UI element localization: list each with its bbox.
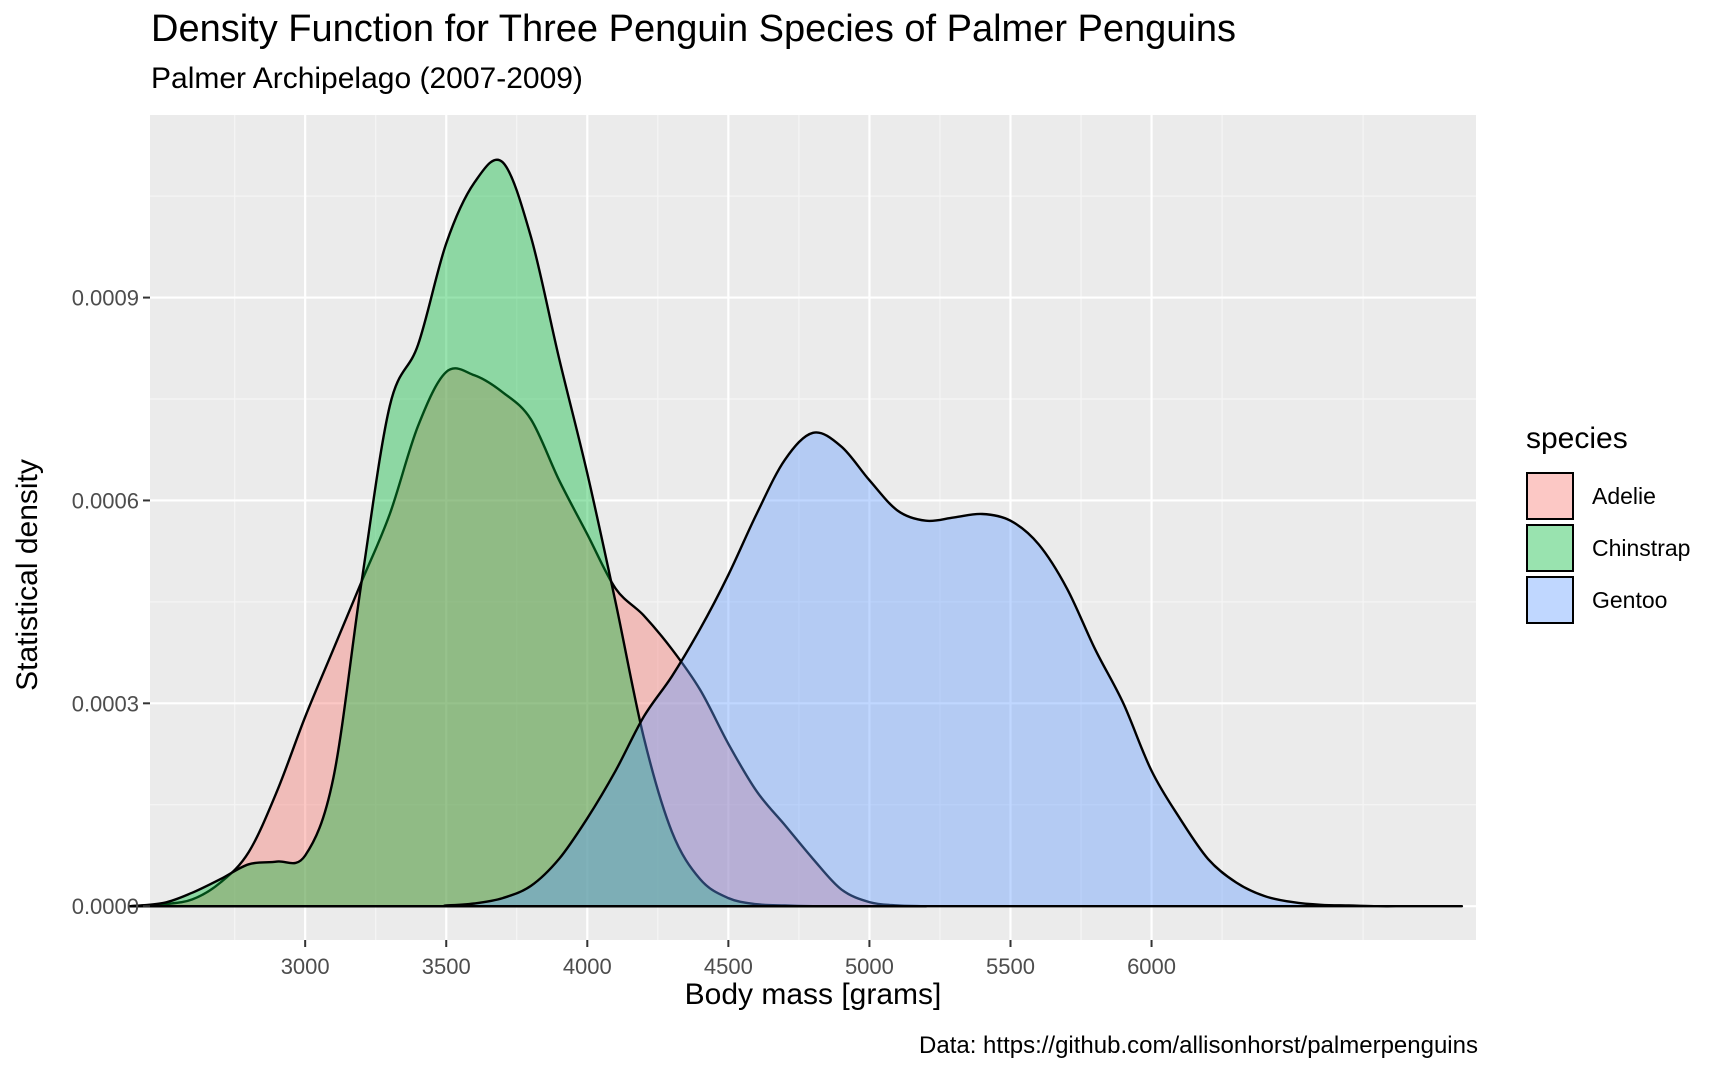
legend-key-gentoo [1526,576,1574,624]
x-axis-title: Body mass [grams] [684,978,942,1011]
y-tick-label: 0.0003 [72,691,139,716]
x-tick-label: 4500 [704,954,753,979]
y-axis-title-wrap: Statistical density [8,380,48,770]
y-tick-label: 0.0000 [72,894,139,919]
y-tick-label: 0.0009 [72,286,139,311]
legend-label-gentoo: Gentoo [1592,586,1668,613]
x-tick-label: 5500 [986,954,1035,979]
density-areas [129,158,1464,908]
legend-label-adelie: Adelie [1592,482,1656,509]
legend-key-chinstrap [1526,524,1574,572]
y-axis: 0.0000 0.0003 0.0006 0.0009 [72,286,150,919]
legend-title: species [1526,422,1628,455]
x-tick-label: 3000 [281,954,330,979]
x-axis: 3000 3500 4000 4500 5000 5500 6000 [281,940,1176,979]
x-tick-label: 6000 [1127,954,1176,979]
x-tick-label: 4000 [563,954,612,979]
y-tick-label: 0.0006 [72,488,139,513]
plot-panel [150,115,1476,940]
chart-title: Density Function for Three Penguin Speci… [151,8,1237,50]
y-axis-title: Statistical density [11,459,44,691]
legend-item-gentoo: Gentoo [1526,574,1690,626]
x-tick-label: 3500 [422,954,471,979]
data-source-caption: Data: https://github.com/allisonhorst/pa… [919,1032,1478,1059]
density-area-adelie [129,367,928,908]
density-area-gentoo [129,431,1464,908]
legend-label-chinstrap: Chinstrap [1592,534,1691,561]
grid-minor [150,115,1476,940]
legend-item-chinstrap: Chinstrap [1526,522,1690,574]
x-tick-label: 5000 [845,954,894,979]
legend-item-adelie: Adelie [1526,470,1690,522]
legend: species Adelie Chinstrap Gentoo [1526,422,1690,626]
legend-key-adelie [1526,472,1574,520]
chart-subtitle: Palmer Archipelago (2007-2009) [151,62,583,95]
